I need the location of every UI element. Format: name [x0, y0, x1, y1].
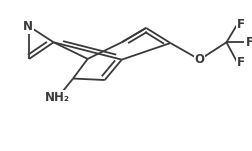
Text: O: O [194, 53, 204, 66]
Text: F: F [236, 56, 244, 69]
Text: F: F [245, 36, 252, 49]
Text: N: N [23, 20, 33, 33]
Text: F: F [236, 18, 244, 31]
Text: NH₂: NH₂ [45, 91, 70, 104]
